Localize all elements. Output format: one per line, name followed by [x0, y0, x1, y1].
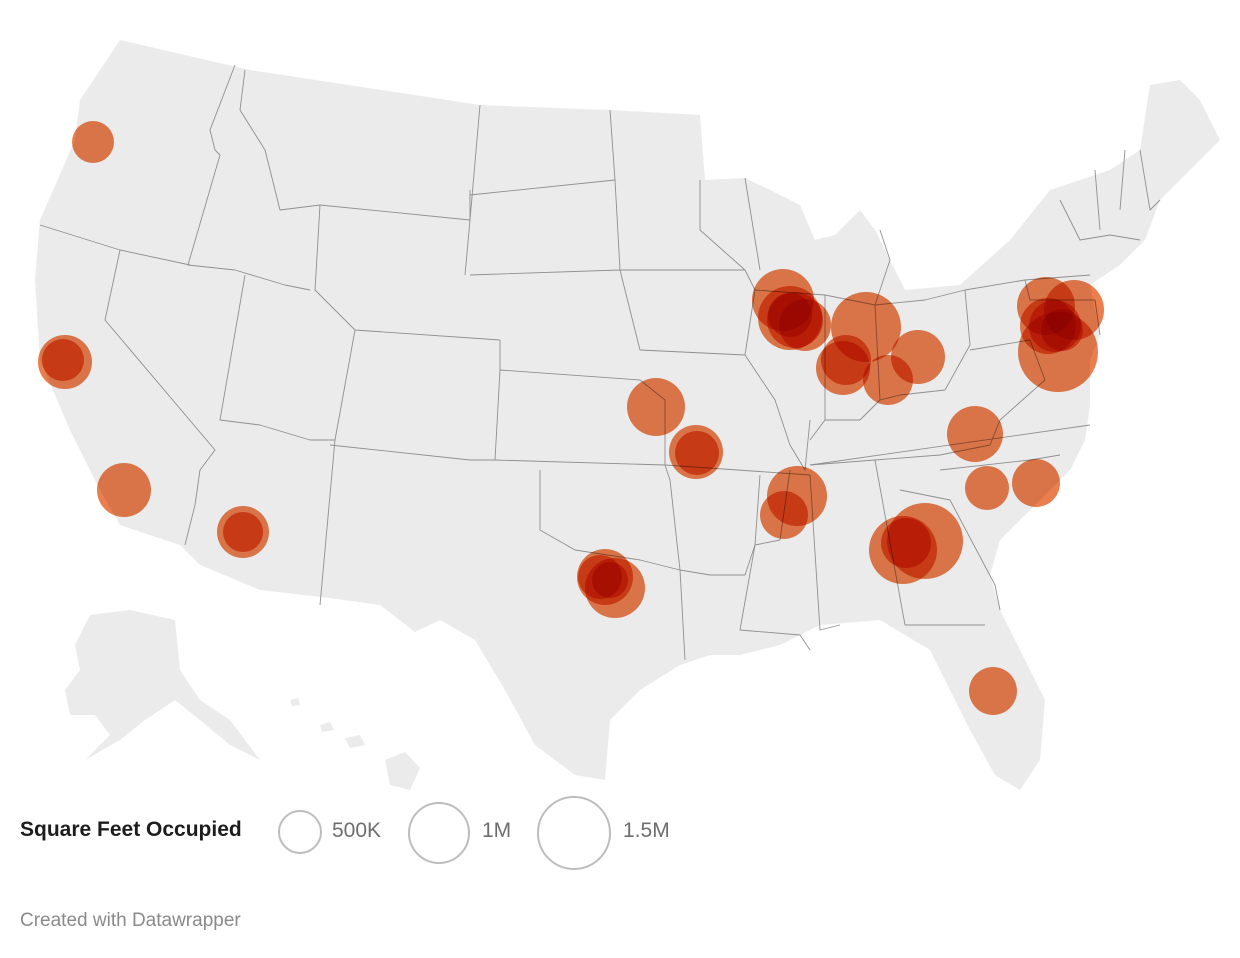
size-legend: Square Feet Occupied 500K 1M 1.5M	[20, 790, 740, 874]
location-marker[interactable]	[891, 330, 945, 384]
location-marker[interactable]	[1012, 459, 1060, 507]
datawrapper-credit: Created with Datawrapper	[20, 910, 241, 931]
location-marker[interactable]	[881, 518, 931, 568]
contiguous-us-land	[35, 40, 1220, 790]
legend-circle-1-5m	[537, 796, 611, 870]
us-map	[35, 40, 1220, 790]
location-marker[interactable]	[42, 339, 84, 381]
location-marker[interactable]	[1041, 309, 1083, 351]
alaska-land	[65, 610, 260, 760]
location-marker[interactable]	[969, 667, 1017, 715]
location-marker[interactable]	[947, 406, 1003, 462]
location-marker[interactable]	[592, 562, 628, 598]
legend-label-1m: 1M	[482, 819, 512, 842]
hawaii-land	[290, 698, 420, 790]
legend-circle-500k	[278, 810, 322, 854]
location-marker[interactable]	[627, 378, 685, 436]
legend-title: Square Feet Occupied	[20, 818, 242, 841]
location-marker[interactable]	[675, 431, 719, 475]
location-marker[interactable]	[779, 299, 831, 351]
legend-label-500k: 500K	[332, 819, 382, 842]
location-marker[interactable]	[831, 292, 901, 362]
location-marker[interactable]	[760, 491, 808, 539]
legend-label-1-5m: 1.5M	[623, 819, 670, 842]
location-marker[interactable]	[97, 463, 151, 517]
location-marker[interactable]	[72, 121, 114, 163]
location-marker[interactable]	[223, 512, 263, 552]
legend-circle-1m	[408, 802, 470, 864]
location-marker[interactable]	[965, 466, 1009, 510]
bubble-markers	[38, 121, 1104, 715]
